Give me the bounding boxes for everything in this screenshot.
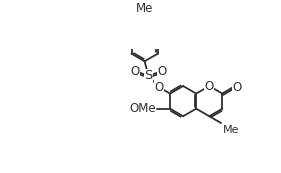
Text: Me: Me — [136, 2, 153, 15]
Text: Me: Me — [223, 125, 240, 135]
Text: S: S — [144, 69, 153, 82]
Text: O: O — [158, 65, 167, 78]
Text: O: O — [232, 81, 241, 94]
Text: O: O — [205, 80, 214, 93]
Text: O: O — [154, 81, 164, 94]
Text: O: O — [130, 65, 139, 78]
Text: OMe: OMe — [129, 102, 156, 115]
